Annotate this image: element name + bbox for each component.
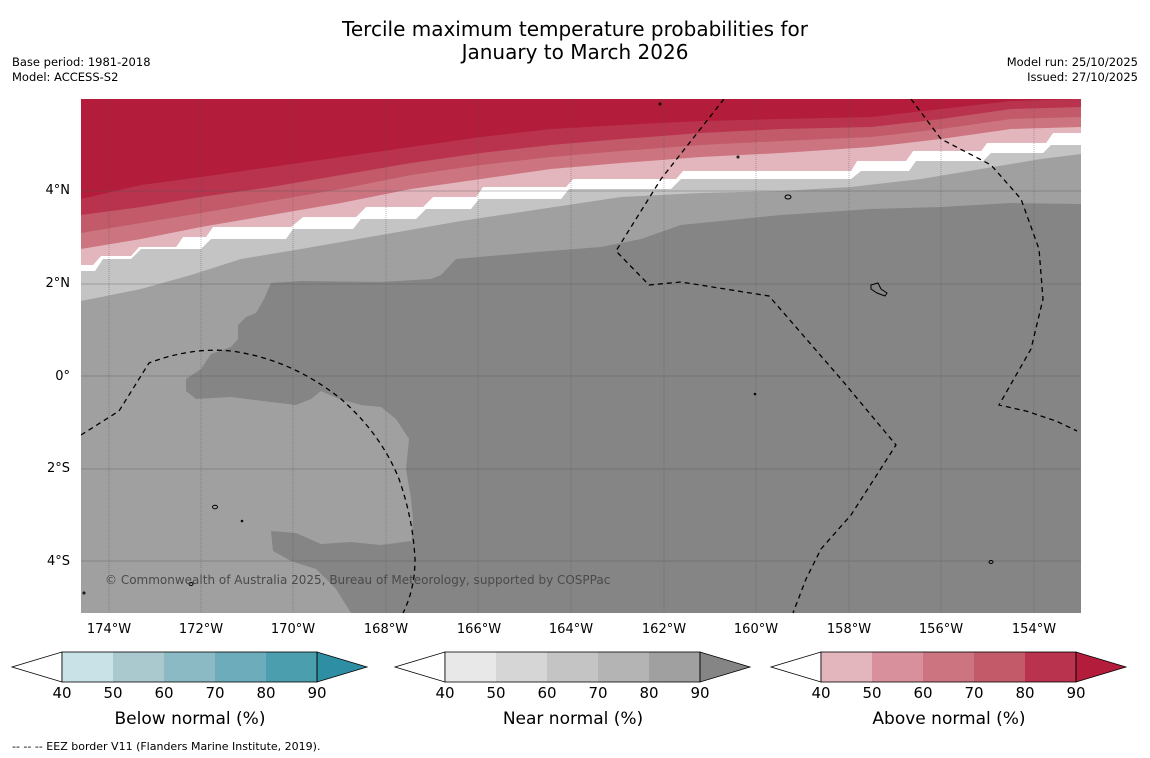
below-cell-60 xyxy=(164,652,215,682)
islands xyxy=(82,102,994,595)
eez-border-east xyxy=(910,99,1078,432)
eez-borders xyxy=(81,99,1078,613)
colorbar-below xyxy=(11,651,369,683)
near-tick-70: 70 xyxy=(588,684,608,702)
near-cell-60 xyxy=(547,652,598,682)
near-cell-80 xyxy=(649,652,700,682)
lon-label-154w: 154°W xyxy=(1011,622,1057,637)
above-tick-70: 70 xyxy=(964,684,984,702)
island-2 xyxy=(870,282,888,297)
lon-label-168w: 168°W xyxy=(363,622,409,637)
probability-map xyxy=(81,99,1081,613)
above-cell-50 xyxy=(872,652,923,682)
lon-label-160w: 160°W xyxy=(733,622,779,637)
below-tick-70: 70 xyxy=(205,684,225,702)
colorbar-near-arrow-outline xyxy=(699,651,752,683)
base-period: Base period: 1981-2018 xyxy=(12,55,151,69)
near-normal-90-patch xyxy=(271,531,415,613)
near-tick-50: 50 xyxy=(486,684,506,702)
below-cell-50 xyxy=(113,652,164,682)
above-tick-60: 60 xyxy=(913,684,933,702)
lat-label-2n: 2°N xyxy=(45,276,71,291)
near-cell-40 xyxy=(445,652,496,682)
island-9 xyxy=(240,519,244,523)
lon-label-156w: 156°W xyxy=(918,622,964,637)
above-cell-60 xyxy=(923,652,974,682)
title-line-2: January to March 2026 xyxy=(461,40,689,64)
lon-label-158w: 158°W xyxy=(826,622,872,637)
eez-border-central xyxy=(615,99,897,613)
above-tick-80: 80 xyxy=(1015,684,1035,702)
colorbar-above-min-arrow xyxy=(770,651,822,683)
lat-label-4s: 4°S xyxy=(46,554,70,569)
island-8 xyxy=(753,392,757,396)
colorbar-near xyxy=(394,651,752,683)
lat-label-4n: 4°N xyxy=(45,183,71,198)
lat-label-0: 0° xyxy=(55,369,70,384)
issued-date: Issued: 27/10/2025 xyxy=(1027,70,1138,84)
above-tick-90: 90 xyxy=(1066,684,1086,702)
above-tick-50: 50 xyxy=(862,684,882,702)
island-10 xyxy=(82,591,86,595)
meta-right: Model run: 25/10/2025 Issued: 27/10/2025 xyxy=(1007,55,1138,85)
map-title: Tercile maximum temperature probabilitie… xyxy=(0,18,1150,64)
near-cell-70 xyxy=(598,652,649,682)
copyright-notice: © Commonwealth of Australia 2025, Bureau… xyxy=(105,573,611,587)
below-normal-title: Below normal (%) xyxy=(114,709,266,729)
above-cell-40 xyxy=(821,652,872,682)
island-1 xyxy=(784,194,792,200)
model-name: Model: ACCESS-S2 xyxy=(12,70,119,84)
above-cell-70 xyxy=(974,652,1025,682)
near-cell-50 xyxy=(496,652,547,682)
colorbar-near-min-arrow xyxy=(394,651,446,683)
colorbar-below-max-arrow xyxy=(317,652,367,682)
longitude-gridlines xyxy=(108,99,1035,613)
below-tick-50: 50 xyxy=(103,684,123,702)
colorbar-below-min-arrow xyxy=(11,651,63,683)
above-normal-90-band xyxy=(81,99,1081,199)
eez-border-west xyxy=(81,349,416,613)
model-run: Model run: 25/10/2025 xyxy=(1006,55,1138,69)
colorbar-near-max-arrow xyxy=(700,652,750,682)
lon-label-164w: 164°W xyxy=(548,622,594,637)
near-tick-90: 90 xyxy=(690,684,710,702)
below-tick-60: 60 xyxy=(154,684,174,702)
colorbar-above-arrow-outline xyxy=(1075,651,1128,683)
below-cell-70 xyxy=(215,652,266,682)
island-4 xyxy=(188,582,194,586)
below-cell-80 xyxy=(266,652,317,682)
below-tick-80: 80 xyxy=(256,684,276,702)
meta-left: Base period: 1981-2018 Model: ACCESS-S2 xyxy=(12,55,151,85)
island-7 xyxy=(736,155,740,159)
above-tick-40: 40 xyxy=(811,684,831,702)
title-line-1: Tercile maximum temperature probabilitie… xyxy=(342,17,808,41)
lon-label-174w: 174°W xyxy=(86,622,132,637)
colorbar-below-arrow-outline xyxy=(316,651,369,683)
near-tick-40: 40 xyxy=(435,684,455,702)
colorbar-above-max-arrow xyxy=(1076,652,1126,682)
lon-label-166w: 166°W xyxy=(456,622,502,637)
below-tick-90: 90 xyxy=(307,684,327,702)
island-6 xyxy=(658,102,662,106)
near-tick-60: 60 xyxy=(537,684,557,702)
lon-label-172w: 172°W xyxy=(178,622,224,637)
lat-label-2s: 2°S xyxy=(46,461,70,476)
near-tick-80: 80 xyxy=(639,684,659,702)
below-cell-40 xyxy=(62,652,113,682)
lon-label-162w: 162°W xyxy=(641,622,687,637)
island-5 xyxy=(988,560,994,564)
above-normal-title: Above normal (%) xyxy=(872,709,1026,729)
colorbar-above xyxy=(770,651,1128,683)
eez-legend-footer: -- -- -- EEZ border V11 (Flanders Marine… xyxy=(12,740,321,753)
near-normal-title: Near normal (%) xyxy=(502,709,644,729)
island-3 xyxy=(212,504,218,510)
below-tick-40: 40 xyxy=(52,684,72,702)
latitude-gridlines xyxy=(81,190,1081,562)
lon-label-170w: 170°W xyxy=(270,622,316,637)
above-cell-80 xyxy=(1025,652,1076,682)
